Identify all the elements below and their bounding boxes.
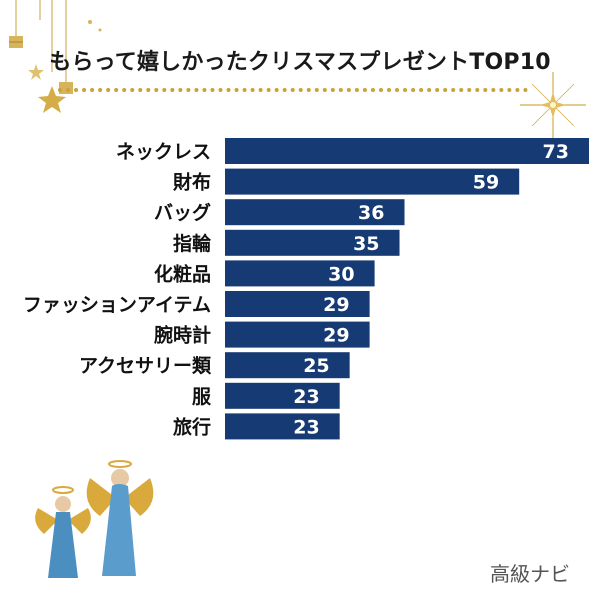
value-label: 29 [323, 325, 349, 347]
value-label: 25 [303, 355, 329, 377]
category-label: ファッションアイテム [23, 294, 211, 316]
category-label: 財布 [173, 171, 211, 194]
category-label: 服 [192, 386, 212, 408]
bar [225, 352, 350, 379]
brand-watermark: 高級ナビ [490, 562, 570, 586]
bar [225, 199, 405, 226]
bar [225, 138, 589, 164]
bar [225, 260, 375, 287]
category-label: 旅行 [173, 415, 211, 438]
category-label: バッグ [154, 201, 211, 224]
value-label: 73 [543, 141, 569, 163]
bar [225, 168, 520, 195]
value-label: 23 [293, 416, 319, 438]
category-label: 指輪 [173, 232, 212, 255]
sparkle-star-icon [520, 72, 586, 138]
value-label: 23 [293, 386, 319, 408]
category-label: 腕時計 [153, 324, 211, 347]
value-label: 29 [323, 294, 349, 316]
value-label: 36 [358, 202, 384, 224]
gold-dotted-divider [58, 88, 528, 92]
category-label: 化粧品 [154, 262, 211, 285]
hanging-ornaments-icon [9, 0, 102, 113]
angel-figurines-icon [35, 460, 154, 578]
value-label: 30 [328, 263, 354, 285]
bar [225, 382, 340, 409]
value-label: 35 [353, 233, 379, 255]
chart-title: もらって嬉しかったクリスマスプレゼントTOP10 [49, 50, 551, 75]
category-label: アクセサリー類 [79, 355, 212, 377]
value-label: 59 [473, 172, 499, 194]
bar [225, 321, 370, 348]
bar [225, 229, 400, 256]
bar [225, 413, 340, 440]
category-label: ネックレス [116, 141, 211, 163]
bar [225, 291, 370, 317]
